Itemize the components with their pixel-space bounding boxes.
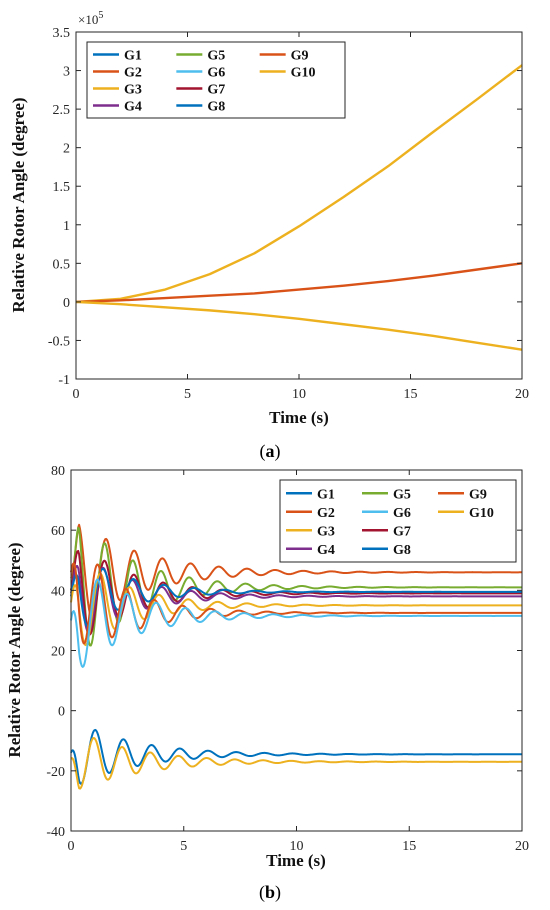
y-axis-label-a: Relative Rotor Angle (degree): [9, 97, 28, 312]
legend-label-g5: G5: [207, 49, 225, 64]
y-tick-label: 60: [51, 524, 65, 539]
y-tick-label: 2: [63, 142, 70, 157]
y-tick-label: 40: [51, 584, 65, 599]
series-line-g2: [70, 562, 523, 645]
legend-label-g4: G4: [317, 543, 335, 558]
legend-label-g6: G6: [207, 66, 225, 81]
y-tick-label: 80: [51, 464, 65, 479]
legend-label-g3: G3: [317, 524, 335, 539]
legend-a: G1 G2 G3 G4 G5 G6 G7 G8 G9 G10: [86, 41, 346, 119]
legend-label-g10: G10: [291, 66, 316, 81]
legend-label-g4: G4: [124, 100, 142, 115]
legend-label-g8: G8: [207, 100, 225, 115]
legend-label-g7: G7: [207, 83, 225, 98]
y-tick-label: 3.5: [53, 26, 71, 41]
legend-label-g7: G7: [393, 524, 411, 539]
legend-b: G1 G2 G3 G4 G5 G6 G7 G8 G9 G10: [279, 479, 517, 563]
y-axis-label-b: Relative Rotor Angle (degree): [5, 542, 24, 757]
x-tick-label: 0: [73, 387, 80, 402]
legend-label-g2: G2: [124, 66, 142, 81]
y-tick-label: 0.5: [53, 257, 71, 272]
legend-box: [279, 479, 517, 563]
x-axis-label-a: Time (s): [269, 408, 329, 427]
legend-label-g3: G3: [124, 83, 142, 98]
y-tick-label: -40: [46, 825, 65, 840]
x-tick-label: 10: [292, 387, 306, 402]
chart-a: 0 5 10 15 20 -1 -0.5 0 0.5 1 1.5 2 2.5 3 3.5 ×105 Time…: [9, 10, 529, 462]
x-tick-label: 10: [290, 839, 304, 854]
y-multiplier-a: ×105: [78, 10, 103, 27]
legend-label-g1: G1: [124, 49, 142, 64]
legend-label-g9: G9: [291, 49, 309, 64]
y-tick-label: 20: [51, 645, 65, 660]
caption-a: (a): [260, 441, 281, 462]
series-line-g3: [75, 300, 523, 351]
legend-label-g8: G8: [393, 543, 411, 558]
x-tick-label: 5: [180, 839, 187, 854]
y-tick-label: 1.5: [53, 180, 71, 195]
legend-label-g9: G9: [469, 487, 487, 502]
legend-label-g1: G1: [317, 487, 335, 502]
legend-label-g2: G2: [317, 506, 335, 521]
y-tick-label: 2.5: [53, 103, 71, 118]
legend-label-g5: G5: [393, 487, 411, 502]
x-tick-label: 20: [515, 839, 529, 854]
series-line-g9: [70, 523, 523, 619]
x-tick-label: 5: [184, 387, 191, 402]
series-line-g6: [70, 578, 523, 668]
chart-b: 0 5 10 15 20 -40 -20 0 20 40 60 80 Time (s) Relativ…: [5, 464, 529, 903]
y-tick-label: 1: [63, 219, 70, 234]
y-tick-label: 0: [58, 705, 65, 720]
legend-label-g6: G6: [393, 506, 411, 521]
series-line-g7: [70, 549, 523, 636]
x-tick-label: 20: [515, 387, 529, 402]
series-line-g1: [70, 728, 523, 785]
series-line-g3: [70, 737, 523, 790]
legend-label-g10: G10: [469, 506, 494, 521]
series-line-g9: [75, 262, 523, 304]
caption-b: (b): [259, 882, 281, 903]
y-tick-label: -1: [58, 373, 70, 388]
x-axis-label-b: Time (s): [266, 851, 326, 870]
series-line-g10: [75, 64, 523, 304]
x-tick-label: 15: [404, 387, 418, 402]
series-line-g8: [70, 567, 523, 627]
y-tick-label: 3: [63, 65, 70, 80]
y-tick-label: 0: [63, 296, 70, 311]
series-line-g4: [70, 564, 523, 633]
y-tick-label: -0.5: [48, 334, 70, 349]
y-tick-label: -20: [46, 765, 65, 780]
x-tick-label: 15: [402, 839, 416, 854]
legend-box: [86, 41, 346, 119]
x-tick-label: 0: [68, 839, 75, 854]
